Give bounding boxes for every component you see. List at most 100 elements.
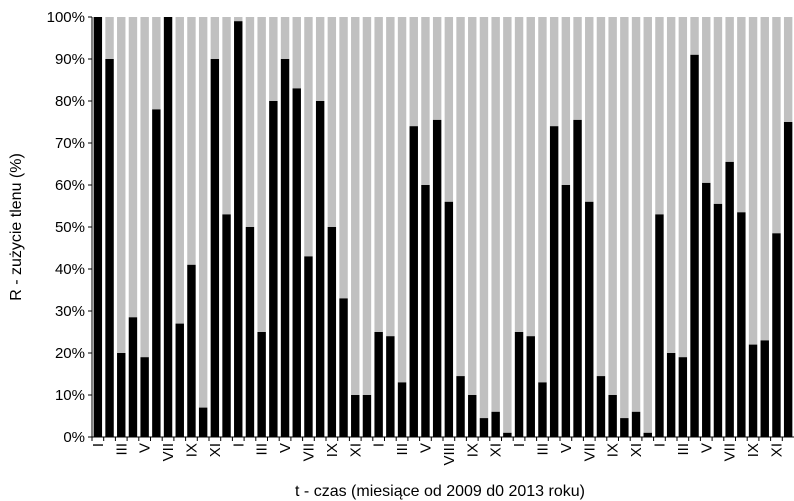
x-tick-label: IX xyxy=(745,443,762,457)
bar-remainder xyxy=(105,17,114,59)
x-tick-label: III xyxy=(394,443,411,456)
bar-value xyxy=(514,332,524,437)
x-tick-label: VII xyxy=(300,443,317,461)
bar-remainder xyxy=(280,17,290,59)
y-tick-label: 70% xyxy=(55,135,85,152)
x-tick-label: V xyxy=(417,443,434,453)
bar-value xyxy=(210,59,220,437)
bar-value xyxy=(538,382,547,437)
y-tick-label: 30% xyxy=(55,303,85,320)
y-axis-ticks: 0% 10% 20% 30% 40% 50% 60% 70% 80% 90% 100% xyxy=(47,9,92,446)
bar-value xyxy=(432,119,442,438)
bar-value xyxy=(292,88,301,438)
y-tick-label: 0% xyxy=(63,429,85,446)
bar-remainder xyxy=(725,17,734,162)
bar-value xyxy=(702,182,711,437)
bar-value xyxy=(397,382,407,437)
bar-remainder xyxy=(514,17,524,332)
bar-remainder xyxy=(175,17,184,324)
x-tick-label: IX xyxy=(464,443,481,457)
x-tick-label: I xyxy=(651,443,668,447)
bar-value xyxy=(374,332,383,437)
bar-remainder xyxy=(503,17,512,433)
bar-value xyxy=(280,59,290,437)
bar-value xyxy=(573,119,582,438)
x-tick-label: VIII xyxy=(441,443,458,466)
bar-remainder xyxy=(666,17,676,353)
bar-value xyxy=(783,122,793,437)
bar-value xyxy=(351,395,360,437)
bar-remainder xyxy=(561,17,571,185)
bar-remainder xyxy=(538,17,547,383)
x-tick-label: I xyxy=(90,443,107,447)
bar-value xyxy=(760,340,769,437)
bar-value xyxy=(315,101,325,437)
bar-value xyxy=(140,357,149,437)
plot-area xyxy=(93,17,793,438)
x-tick-label: XI xyxy=(207,443,224,457)
bar-remainder xyxy=(468,17,477,395)
x-tick-label: XI xyxy=(488,443,505,457)
bar-remainder xyxy=(409,17,418,127)
x-tick-label: IX xyxy=(324,443,341,457)
bar-remainder xyxy=(386,17,395,337)
bar-remainder xyxy=(596,17,606,377)
bar-remainder xyxy=(269,17,278,101)
bar-remainder xyxy=(421,17,430,185)
bar-remainder xyxy=(339,17,348,299)
x-tick-label: III xyxy=(534,443,551,456)
bar-remainder xyxy=(432,17,442,120)
bar-value xyxy=(643,432,652,437)
bar-value xyxy=(725,161,734,437)
bar-value xyxy=(596,376,606,437)
bar-value xyxy=(655,214,664,437)
bar-remainder xyxy=(187,17,196,265)
x-tick-label: XI xyxy=(768,443,785,457)
bar-remainder xyxy=(374,17,383,332)
bar-value xyxy=(304,256,313,437)
x-axis-title: t - czas (miesiące od 2009 d0 2013 roku) xyxy=(295,483,585,500)
bar-value xyxy=(456,376,465,437)
bar-remainder xyxy=(140,17,149,358)
x-tick-label: I xyxy=(230,443,247,447)
bar-remainder xyxy=(713,17,723,204)
y-tick-label: 90% xyxy=(55,51,85,68)
bar-remainder xyxy=(491,17,500,412)
bar-value xyxy=(175,323,184,437)
bar-value xyxy=(585,201,594,437)
x-tick-label: V xyxy=(558,443,575,453)
bar-remainder xyxy=(620,17,629,419)
bar-value xyxy=(152,109,161,438)
bar-value xyxy=(163,17,173,437)
bar-value xyxy=(187,264,196,437)
y-tick-label: 60% xyxy=(55,177,85,194)
bar-value xyxy=(362,395,372,437)
bar-value xyxy=(269,101,278,437)
x-tick-label: VII xyxy=(160,443,177,461)
bar-remainder xyxy=(210,17,220,59)
x-tick-label: VII xyxy=(722,443,739,461)
x-tick-label: IX xyxy=(183,443,200,457)
bar-value xyxy=(386,336,395,437)
bar-value xyxy=(234,21,243,437)
bar-value xyxy=(561,185,571,437)
x-tick-label: XI xyxy=(628,443,645,457)
bar-value xyxy=(713,203,723,437)
bar-remainder xyxy=(456,17,465,377)
bar-remainder xyxy=(585,17,594,202)
bar-value xyxy=(737,212,746,437)
bar-value xyxy=(93,17,103,437)
bar-remainder xyxy=(643,17,652,433)
x-tick-label: III xyxy=(675,443,692,456)
bar-value xyxy=(198,407,208,437)
bar-remainder xyxy=(737,17,746,213)
bar-value xyxy=(503,432,512,437)
bar-value xyxy=(105,59,114,437)
bar-value xyxy=(772,233,781,437)
bar-value xyxy=(444,201,454,437)
bar-value xyxy=(620,418,629,437)
x-tick-label: V xyxy=(277,443,294,453)
bar-value xyxy=(491,411,500,437)
bar-value xyxy=(526,336,535,437)
bar-remainder xyxy=(245,17,255,227)
